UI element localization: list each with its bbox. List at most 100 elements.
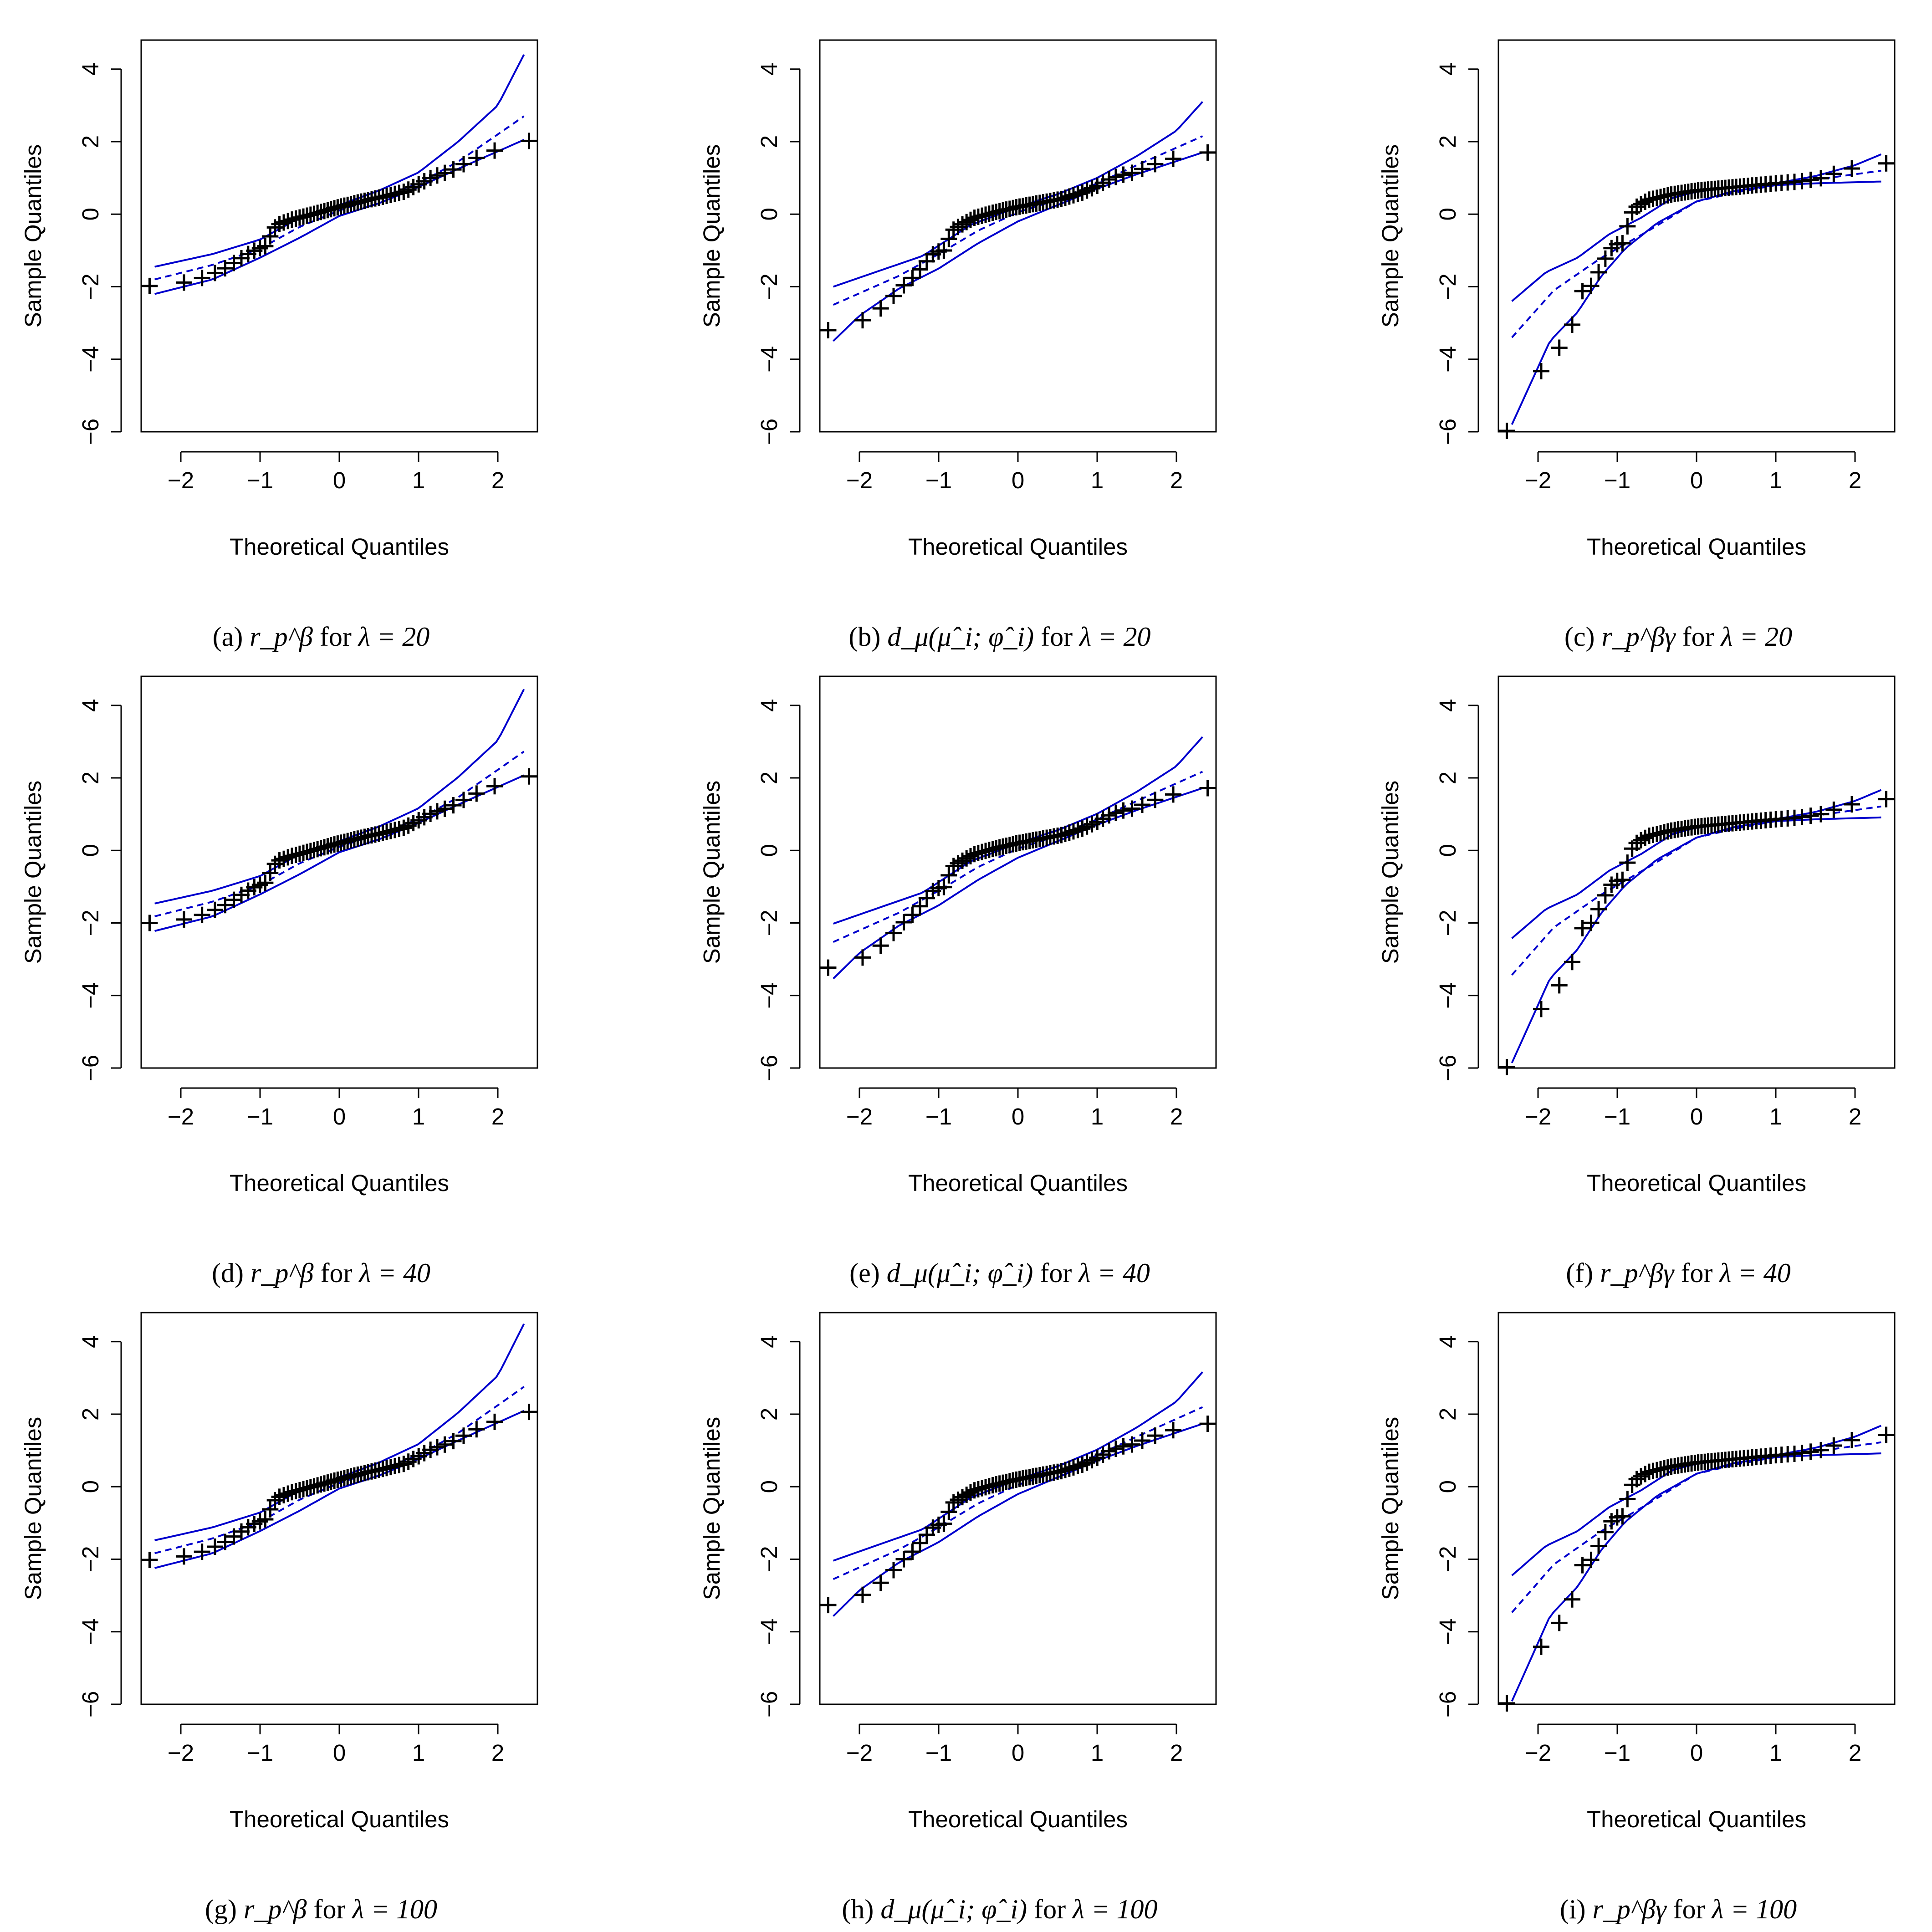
qq-point bbox=[1878, 791, 1895, 808]
qq-point bbox=[280, 213, 296, 230]
qq-point bbox=[422, 806, 439, 823]
y-tick-label: −6 bbox=[1435, 1055, 1461, 1081]
qq-point bbox=[1802, 171, 1819, 188]
qq-point bbox=[1590, 264, 1607, 281]
qq-point bbox=[940, 1503, 957, 1520]
x-tick-label: −1 bbox=[1604, 467, 1630, 493]
y-tick-label: −2 bbox=[756, 1546, 782, 1572]
plot-frame bbox=[1498, 1312, 1896, 1705]
qq-point bbox=[1597, 250, 1614, 267]
qq-panel-d: −2 −1 0 1 2 −6 −4 −2 0 2 4 Theoretical Quantiles Sam… bbox=[20, 675, 538, 1288]
y-tick-label: −2 bbox=[77, 1546, 103, 1572]
qq-point bbox=[1583, 915, 1600, 931]
y-tick-label: −6 bbox=[1435, 1691, 1461, 1717]
x-axis-title: Theoretical Quantiles bbox=[1587, 1170, 1806, 1196]
envelope-upper-line bbox=[1511, 1425, 1882, 1576]
qq-point bbox=[1564, 954, 1581, 971]
qq-point bbox=[950, 219, 966, 235]
envelope-median-line bbox=[1511, 1441, 1881, 1613]
x-tick-label: 2 bbox=[491, 1740, 504, 1766]
plot-frame bbox=[819, 675, 1217, 1069]
qq-point bbox=[271, 1488, 288, 1505]
y-tick-label: −4 bbox=[1435, 346, 1461, 373]
qq-point bbox=[1637, 1466, 1654, 1482]
y-tick-label: 2 bbox=[756, 1408, 782, 1421]
x-axis-title: Theoretical Quantiles bbox=[230, 1170, 449, 1196]
x-tick-label: 0 bbox=[333, 1740, 346, 1766]
qq-point bbox=[194, 1544, 210, 1560]
envelope-median-line bbox=[154, 751, 525, 917]
qq-point bbox=[1551, 1615, 1568, 1631]
envelope-upper-line bbox=[833, 101, 1203, 288]
y-tick-label: −2 bbox=[77, 273, 103, 300]
y-tick-label: 0 bbox=[77, 1480, 103, 1493]
qq-point bbox=[1825, 801, 1842, 818]
qq-point bbox=[1115, 1438, 1132, 1455]
y-axis-title: Sample Quantiles bbox=[699, 144, 725, 328]
qq-point bbox=[1057, 1462, 1074, 1478]
qq-point bbox=[912, 898, 929, 915]
x-tick-label: −2 bbox=[1525, 1740, 1551, 1766]
qq-point bbox=[1115, 802, 1132, 819]
qq-point bbox=[486, 778, 503, 795]
qq-point bbox=[935, 242, 952, 259]
qq-point bbox=[262, 1501, 279, 1518]
qq-point bbox=[217, 1533, 234, 1550]
qq-point bbox=[854, 312, 871, 329]
y-tick-label: −4 bbox=[77, 982, 103, 1009]
qq-point bbox=[1802, 808, 1819, 824]
qq-point bbox=[1147, 156, 1164, 173]
x-tick-label: −1 bbox=[247, 1740, 273, 1766]
x-tick-label: −2 bbox=[168, 1104, 194, 1130]
y-tick-label: 4 bbox=[1435, 699, 1461, 712]
qq-point bbox=[1107, 804, 1124, 821]
qq-point bbox=[1597, 1523, 1614, 1540]
x-tick-label: 2 bbox=[1170, 1104, 1183, 1130]
panel-caption: (i) r_p^βγ for λ = 100 bbox=[1560, 1894, 1797, 1924]
qq-point bbox=[1614, 871, 1631, 888]
qq-point bbox=[872, 300, 889, 317]
qq-point bbox=[1844, 1432, 1860, 1449]
qq-point bbox=[1498, 423, 1515, 439]
qq-point bbox=[445, 161, 462, 178]
qq-point bbox=[1147, 792, 1164, 808]
plot-frame bbox=[140, 39, 538, 433]
y-tick-label: −6 bbox=[1435, 419, 1461, 445]
y-tick-label: −2 bbox=[1435, 1546, 1461, 1572]
qq-point bbox=[1134, 1432, 1150, 1449]
qq-point bbox=[1551, 977, 1568, 994]
y-tick-label: −2 bbox=[1435, 273, 1461, 300]
envelope-median-line bbox=[154, 115, 525, 281]
qq-point bbox=[1878, 155, 1895, 172]
panel-caption: (h) d_μ(μ̂_i; φ̂_i) for λ = 100 bbox=[842, 1894, 1157, 1924]
qq-point bbox=[262, 228, 279, 245]
qq-point bbox=[1124, 800, 1140, 817]
qq-point bbox=[904, 1544, 921, 1560]
x-axis-title: Theoretical Quantiles bbox=[908, 534, 1128, 560]
qq-point bbox=[194, 906, 210, 923]
qq-point bbox=[885, 925, 902, 941]
x-axis-title: Theoretical Quantiles bbox=[908, 1806, 1128, 1832]
y-tick-label: 0 bbox=[756, 1480, 782, 1493]
qq-point bbox=[1628, 198, 1645, 215]
qq-point bbox=[422, 1441, 439, 1458]
qq-point bbox=[854, 1586, 871, 1603]
qq-point bbox=[1147, 1427, 1164, 1444]
qq-point bbox=[912, 1534, 929, 1551]
qq-point bbox=[1812, 1441, 1829, 1458]
qq-panel-i: −2 −1 0 1 2 −6 −4 −2 0 2 4 Theoretical Quantiles Sam… bbox=[1377, 1312, 1896, 1924]
x-tick-label: 2 bbox=[1849, 1740, 1861, 1766]
qq-point bbox=[486, 1413, 503, 1430]
plot-frame bbox=[140, 675, 538, 1069]
x-tick-label: 1 bbox=[1091, 1104, 1104, 1130]
y-tick-label: 4 bbox=[1435, 63, 1461, 76]
qq-point bbox=[429, 167, 445, 184]
qq-point bbox=[1825, 1437, 1842, 1454]
qq-point bbox=[429, 803, 445, 820]
y-tick-label: −4 bbox=[77, 346, 103, 373]
qq-point bbox=[207, 1538, 224, 1555]
qq-point bbox=[1165, 1422, 1182, 1439]
qq-point bbox=[445, 1433, 462, 1450]
x-tick-label: −2 bbox=[846, 1104, 873, 1130]
